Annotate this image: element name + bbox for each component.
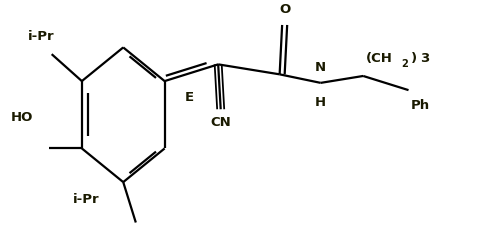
Text: (CH: (CH <box>366 52 392 65</box>
Text: i-Pr: i-Pr <box>28 30 54 43</box>
Text: 2: 2 <box>401 59 408 69</box>
Text: ): ) <box>411 52 417 65</box>
Text: Ph: Ph <box>411 99 430 112</box>
Text: 3: 3 <box>420 52 429 65</box>
Text: N: N <box>315 61 326 74</box>
Text: O: O <box>279 3 290 16</box>
Text: H: H <box>315 96 326 109</box>
Text: i-Pr: i-Pr <box>73 193 100 206</box>
Text: E: E <box>184 91 194 104</box>
Text: HO: HO <box>11 111 33 123</box>
Text: CN: CN <box>210 116 231 129</box>
